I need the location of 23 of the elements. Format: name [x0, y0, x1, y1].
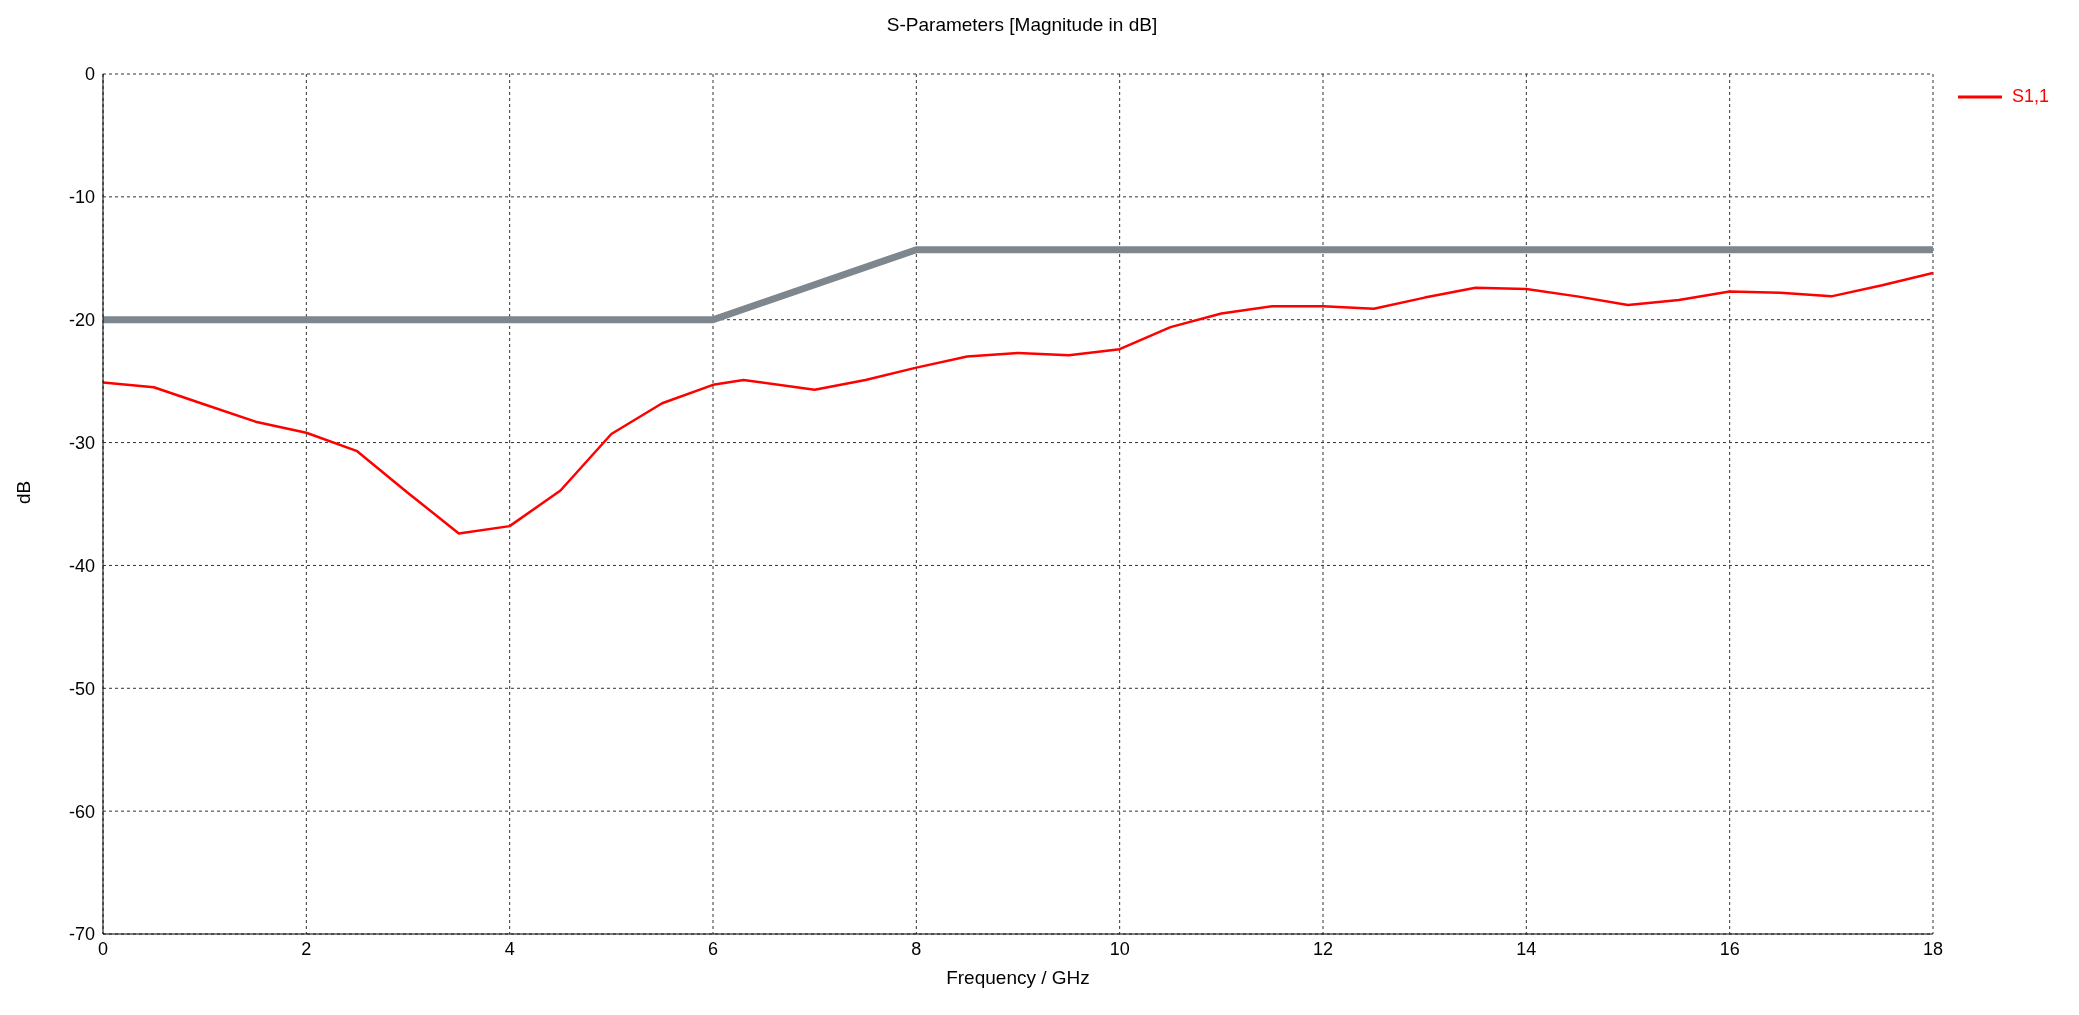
y-tick-label: 0 [84, 64, 95, 85]
x-tick-label: 16 [1719, 938, 1740, 959]
x-tick-label: 0 [97, 938, 109, 959]
legend-label: S1,1 [2012, 86, 2050, 107]
y-tick-label: -60 [68, 801, 95, 822]
y-tick-label: -50 [68, 678, 95, 699]
x-tick-label: 14 [1516, 938, 1537, 959]
y-tick-label: -10 [68, 187, 95, 208]
x-tick-label: 2 [301, 938, 312, 959]
x-tick-label: 12 [1312, 938, 1334, 959]
y-tick-label: -20 [68, 310, 95, 331]
x-tick-label: 8 [911, 938, 922, 959]
x-axis-title: Frequency / GHz [946, 967, 1090, 988]
y-tick-label: -40 [68, 555, 95, 576]
x-tick-label: 10 [1109, 938, 1130, 959]
y-tick-label: -70 [68, 924, 95, 945]
chart-title: S-Parameters [Magnitude in dB] [885, 14, 1159, 36]
x-tick-label: 4 [504, 938, 515, 959]
y-axis-title: dB [12, 480, 34, 504]
y-tick-label: -30 [68, 432, 95, 453]
line-series [103, 271, 1933, 535]
x-tick-label: 18 [1922, 938, 1944, 959]
x-tick-label: 6 [707, 938, 719, 959]
